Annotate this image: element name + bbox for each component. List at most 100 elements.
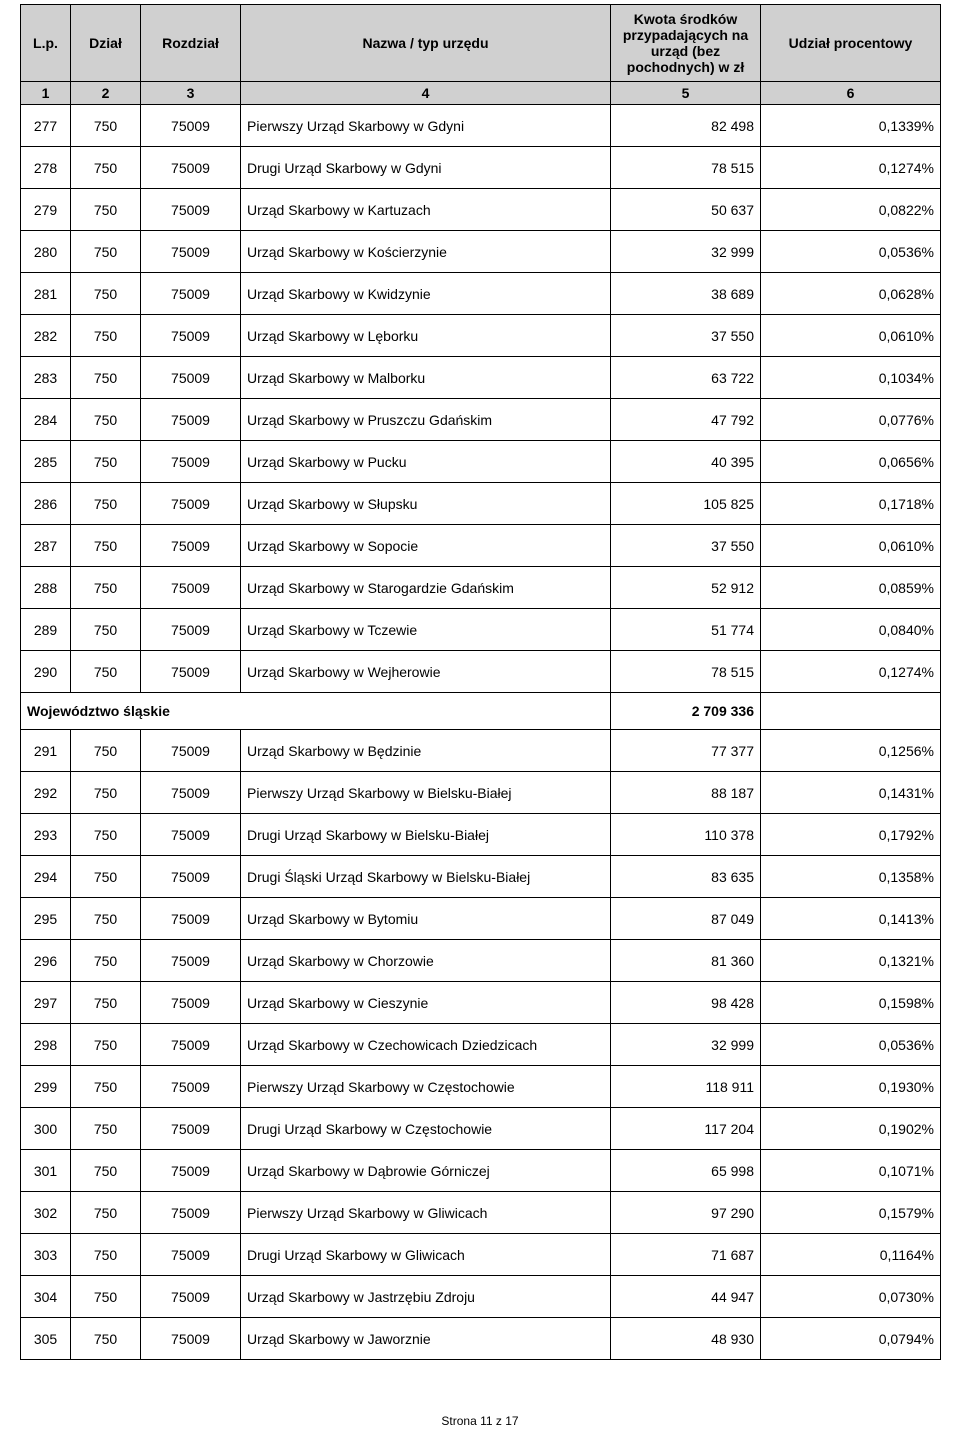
cell-kwota: 77 377 xyxy=(611,730,761,772)
cell-dzial: 750 xyxy=(71,982,141,1024)
table-row: 29875075009Urząd Skarbowy w Czechowicach… xyxy=(21,1024,941,1066)
cell-udzial: 0,0656% xyxy=(761,441,941,483)
cell-nazwa: Urząd Skarbowy w Tczewie xyxy=(241,609,611,651)
cell-nazwa: Drugi Śląski Urząd Skarbowy w Bielsku-Bi… xyxy=(241,856,611,898)
cell-rozdzial: 75009 xyxy=(141,231,241,273)
cell-rozdzial: 75009 xyxy=(141,1024,241,1066)
cell-kwota: 71 687 xyxy=(611,1234,761,1276)
cell-nazwa: Urząd Skarbowy w Jastrzębiu Zdroju xyxy=(241,1276,611,1318)
cell-rozdzial: 75009 xyxy=(141,651,241,693)
cell-lp: 298 xyxy=(21,1024,71,1066)
cell-lp: 301 xyxy=(21,1150,71,1192)
cell-nazwa: Urząd Skarbowy w Wejherowie xyxy=(241,651,611,693)
cell-dzial: 750 xyxy=(71,1108,141,1150)
cell-nazwa: Drugi Urząd Skarbowy w Gdyni xyxy=(241,147,611,189)
cell-dzial: 750 xyxy=(71,567,141,609)
cell-kwota: 105 825 xyxy=(611,483,761,525)
cell-nazwa: Urząd Skarbowy w Cieszynie xyxy=(241,982,611,1024)
cell-kwota: 50 637 xyxy=(611,189,761,231)
table-row: 30575075009Urząd Skarbowy w Jaworznie48 … xyxy=(21,1318,941,1360)
cell-lp: 284 xyxy=(21,399,71,441)
cell-udzial: 0,1431% xyxy=(761,772,941,814)
table-row: 29175075009Urząd Skarbowy w Będzinie77 3… xyxy=(21,730,941,772)
cell-lp: 282 xyxy=(21,315,71,357)
cell-lp: 283 xyxy=(21,357,71,399)
cell-nazwa: Urząd Skarbowy w Kartuzach xyxy=(241,189,611,231)
col-rozdz: Rozdział xyxy=(141,5,241,82)
cell-dzial: 750 xyxy=(71,730,141,772)
subhead-4: 4 xyxy=(241,82,611,105)
cell-dzial: 750 xyxy=(71,651,141,693)
cell-udzial: 0,0794% xyxy=(761,1318,941,1360)
cell-nazwa: Urząd Skarbowy w Czechowicach Dziedzicac… xyxy=(241,1024,611,1066)
cell-kwota: 37 550 xyxy=(611,315,761,357)
cell-rozdzial: 75009 xyxy=(141,357,241,399)
cell-kwota: 52 912 xyxy=(611,567,761,609)
cell-rozdzial: 75009 xyxy=(141,1234,241,1276)
subhead-2: 2 xyxy=(71,82,141,105)
cell-rozdzial: 75009 xyxy=(141,609,241,651)
cell-udzial: 0,0610% xyxy=(761,525,941,567)
cell-nazwa: Urząd Skarbowy w Pruszczu Gdańskim xyxy=(241,399,611,441)
subhead-1: 1 xyxy=(21,82,71,105)
cell-rozdzial: 75009 xyxy=(141,1150,241,1192)
cell-udzial: 0,1256% xyxy=(761,730,941,772)
region-name: Województwo śląskie xyxy=(21,693,611,730)
cell-udzial: 0,1930% xyxy=(761,1066,941,1108)
cell-udzial: 0,0840% xyxy=(761,609,941,651)
cell-lp: 278 xyxy=(21,147,71,189)
table-row: 28175075009Urząd Skarbowy w Kwidzynie38 … xyxy=(21,273,941,315)
table-row: 29475075009Drugi Śląski Urząd Skarbowy w… xyxy=(21,856,941,898)
cell-rozdzial: 75009 xyxy=(141,105,241,147)
cell-lp: 288 xyxy=(21,567,71,609)
cell-kwota: 88 187 xyxy=(611,772,761,814)
cell-rozdzial: 75009 xyxy=(141,315,241,357)
cell-udzial: 0,1792% xyxy=(761,814,941,856)
cell-udzial: 0,0536% xyxy=(761,1024,941,1066)
cell-dzial: 750 xyxy=(71,105,141,147)
table-row: 30475075009Urząd Skarbowy w Jastrzębiu Z… xyxy=(21,1276,941,1318)
table-row: 30275075009Pierwszy Urząd Skarbowy w Gli… xyxy=(21,1192,941,1234)
cell-udzial: 0,1274% xyxy=(761,147,941,189)
cell-dzial: 750 xyxy=(71,189,141,231)
cell-rozdzial: 75009 xyxy=(141,898,241,940)
cell-udzial: 0,1164% xyxy=(761,1234,941,1276)
region-row: Województwo śląskie2 709 336 xyxy=(21,693,941,730)
cell-kwota: 65 998 xyxy=(611,1150,761,1192)
col-kwota: Kwota środków przypadających na urząd (b… xyxy=(611,5,761,82)
cell-kwota: 110 378 xyxy=(611,814,761,856)
cell-udzial: 0,0822% xyxy=(761,189,941,231)
cell-dzial: 750 xyxy=(71,273,141,315)
cell-udzial: 0,0859% xyxy=(761,567,941,609)
cell-lp: 299 xyxy=(21,1066,71,1108)
cell-rozdzial: 75009 xyxy=(141,982,241,1024)
cell-kwota: 117 204 xyxy=(611,1108,761,1150)
cell-lp: 303 xyxy=(21,1234,71,1276)
cell-kwota: 97 290 xyxy=(611,1192,761,1234)
cell-rozdzial: 75009 xyxy=(141,525,241,567)
cell-lp: 289 xyxy=(21,609,71,651)
table-row: 30075075009Drugi Urząd Skarbowy w Często… xyxy=(21,1108,941,1150)
cell-nazwa: Urząd Skarbowy w Słupsku xyxy=(241,483,611,525)
cell-lp: 280 xyxy=(21,231,71,273)
cell-udzial: 0,1358% xyxy=(761,856,941,898)
col-udzial: Udział procentowy xyxy=(761,5,941,82)
table-row: 27975075009Urząd Skarbowy w Kartuzach50 … xyxy=(21,189,941,231)
cell-udzial: 0,0730% xyxy=(761,1276,941,1318)
cell-dzial: 750 xyxy=(71,231,141,273)
cell-udzial: 0,0628% xyxy=(761,273,941,315)
cell-dzial: 750 xyxy=(71,772,141,814)
cell-kwota: 78 515 xyxy=(611,651,761,693)
cell-nazwa: Urząd Skarbowy w Kwidzynie xyxy=(241,273,611,315)
table-row: 29575075009Urząd Skarbowy w Bytomiu87 04… xyxy=(21,898,941,940)
cell-lp: 292 xyxy=(21,772,71,814)
cell-udzial: 0,1339% xyxy=(761,105,941,147)
cell-lp: 297 xyxy=(21,982,71,1024)
cell-dzial: 750 xyxy=(71,525,141,567)
cell-lp: 290 xyxy=(21,651,71,693)
cell-kwota: 37 550 xyxy=(611,525,761,567)
cell-dzial: 750 xyxy=(71,399,141,441)
cell-nazwa: Urząd Skarbowy w Będzinie xyxy=(241,730,611,772)
cell-dzial: 750 xyxy=(71,1276,141,1318)
cell-kwota: 78 515 xyxy=(611,147,761,189)
